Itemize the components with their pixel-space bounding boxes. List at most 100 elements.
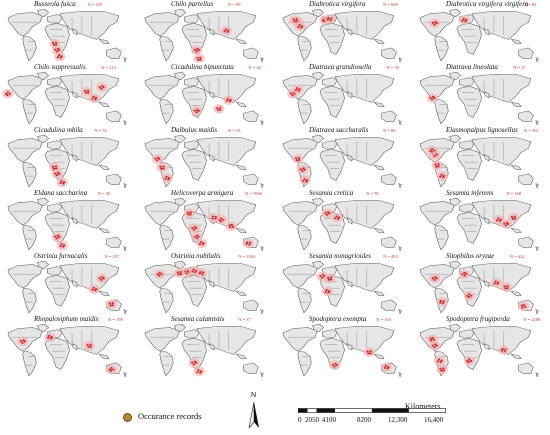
occurrence-halo [331, 212, 343, 223]
occurrence-halo [56, 177, 68, 188]
landmass [71, 91, 78, 99]
occurrence-point [466, 294, 469, 297]
landmass [106, 47, 122, 59]
occurrence-point [165, 175, 168, 178]
species-map-panel: Ostrinia nubilalis N = 3301 [137, 252, 274, 314]
landmass [398, 183, 402, 188]
occurrence-point [108, 302, 111, 305]
species-map-panel: Sesamia cretica N = 78 [275, 189, 412, 251]
occurrence-point [191, 361, 194, 364]
species-name: Ostrinia furnacalis [34, 252, 88, 260]
landmass [398, 120, 402, 125]
species-name: Helicoverpa armigera [171, 189, 234, 197]
world-map [144, 72, 264, 125]
occurrence-halo [88, 93, 100, 103]
occurrence-point [319, 275, 322, 277]
occurrence-point [109, 304, 112, 307]
occurrence-point [55, 167, 58, 170]
occurrence-point [193, 226, 197, 229]
species-name: Sitophilus oryzae [446, 252, 495, 260]
occurrence-point [495, 219, 499, 222]
occurrence-halo [436, 364, 448, 375]
occurrence-point [432, 338, 436, 341]
occurrence-point [369, 352, 372, 355]
species-name: Sesamia cretica [309, 189, 354, 197]
occurrence-point [295, 20, 298, 23]
landmass [456, 337, 482, 370]
occurrence-point [431, 344, 434, 347]
occurrence-point [185, 272, 188, 275]
occurrence-point [102, 277, 105, 280]
occurrence-halo [156, 162, 168, 173]
record-count: N = 105 [87, 2, 103, 7]
landmass [312, 9, 325, 18]
occurrence-point [52, 43, 56, 46]
landmass [282, 138, 318, 163]
occurrence-point [442, 369, 445, 372]
landmass [47, 77, 63, 87]
occurrence-halo [225, 221, 237, 232]
landmass [184, 14, 200, 24]
occurrence-point [520, 304, 524, 307]
landmass [319, 22, 345, 55]
landmass [322, 140, 338, 150]
occurrence-point [229, 226, 232, 229]
landmass [319, 148, 345, 181]
landmass [535, 372, 539, 377]
occurrence-point [506, 285, 509, 287]
occurrence-point [192, 363, 196, 366]
occurrence-point [95, 287, 98, 290]
occurrence-point [440, 369, 443, 372]
scale-bar [298, 408, 446, 413]
scale-tick-label: 16,400 [424, 416, 444, 424]
world-map [7, 198, 127, 251]
occurrence-point [55, 237, 59, 240]
occurrence-point [195, 50, 198, 53]
landmass [483, 91, 490, 99]
occurrence-point [62, 182, 65, 185]
occurrence-point [504, 348, 507, 351]
occurrence-point [442, 174, 446, 177]
occurrence-point [158, 274, 161, 277]
occurrence-point [295, 17, 298, 20]
occurrence-point [430, 98, 434, 101]
occurrence-halo [458, 15, 470, 25]
occurrence-point [248, 243, 251, 246]
occurrence-halo [458, 269, 470, 280]
occurrence-point [58, 172, 61, 175]
occurrence-point [435, 277, 438, 280]
occurrence-halo [292, 84, 304, 95]
landmass [449, 9, 462, 18]
occurrence-point [335, 364, 338, 367]
occurrence-point [58, 54, 61, 57]
landmass [22, 287, 37, 314]
landmass [373, 164, 385, 170]
occurrence-point [504, 224, 508, 227]
occurrence-halo [96, 273, 108, 284]
landmass [196, 326, 257, 355]
landmass [459, 203, 475, 213]
species-name: Rhopalosiphum maidis [34, 315, 99, 323]
occurrence-halo [2, 88, 14, 99]
occurrence-point [55, 174, 59, 177]
landmass [196, 137, 257, 166]
landmass [518, 110, 534, 122]
occurrence-point [225, 99, 229, 102]
occurrence-point [54, 172, 57, 175]
occurrence-point [100, 278, 103, 281]
landmass [208, 280, 215, 288]
landmass [471, 74, 532, 103]
landmass [434, 224, 449, 251]
occurrence-point [186, 211, 189, 214]
occurrence-point [387, 366, 390, 368]
landmass [235, 164, 247, 170]
occurrence-halo [191, 45, 203, 55]
occurrence-point [497, 217, 500, 220]
occurrence-point [430, 150, 433, 153]
occurrence-point [433, 149, 436, 152]
world-map [419, 72, 539, 125]
occurrence-point [439, 175, 442, 178]
occurrence-halo [463, 290, 475, 301]
world-map [7, 9, 127, 62]
occurrence-point [431, 95, 435, 98]
